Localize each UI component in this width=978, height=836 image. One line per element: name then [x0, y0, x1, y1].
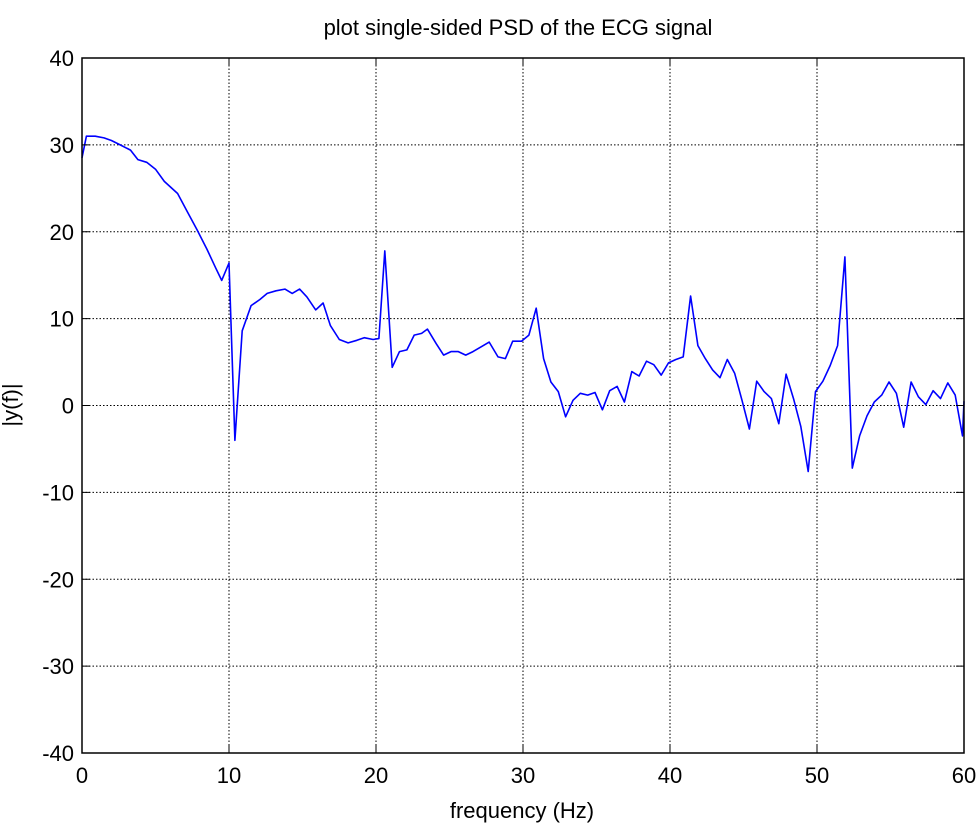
y-tick-label: -30 [42, 654, 74, 679]
x-tick-label: 10 [217, 763, 241, 788]
y-tick-label: 0 [62, 394, 74, 419]
x-tick-label: 50 [805, 763, 829, 788]
grid [82, 58, 964, 753]
y-tick-label: 30 [50, 133, 74, 158]
y-tick-label: 20 [50, 220, 74, 245]
chart-title: plot single-sided PSD of the ECG signal [324, 15, 713, 40]
y-tick-label: -10 [42, 480, 74, 505]
x-tick-label: 30 [511, 763, 535, 788]
y-tick-label: 40 [50, 46, 74, 71]
y-tick-label: -20 [42, 567, 74, 592]
x-tick-label: 40 [658, 763, 682, 788]
data-series [81, 135, 965, 473]
x-tick-label: 0 [76, 763, 88, 788]
x-tick-label: 60 [952, 763, 976, 788]
y-tick-label: -40 [42, 741, 74, 766]
x-axis-label: frequency (Hz) [450, 798, 594, 823]
y-tick-label: 10 [50, 307, 74, 332]
y-axis-label: |y(f)| [0, 383, 23, 426]
psd-series-line [81, 135, 965, 473]
tick-labels: 0 10 20 30 40 50 60 -40 -30 -20 -10 0 10 20 30 40 [42, 46, 976, 788]
x-tick-label: 20 [364, 763, 388, 788]
